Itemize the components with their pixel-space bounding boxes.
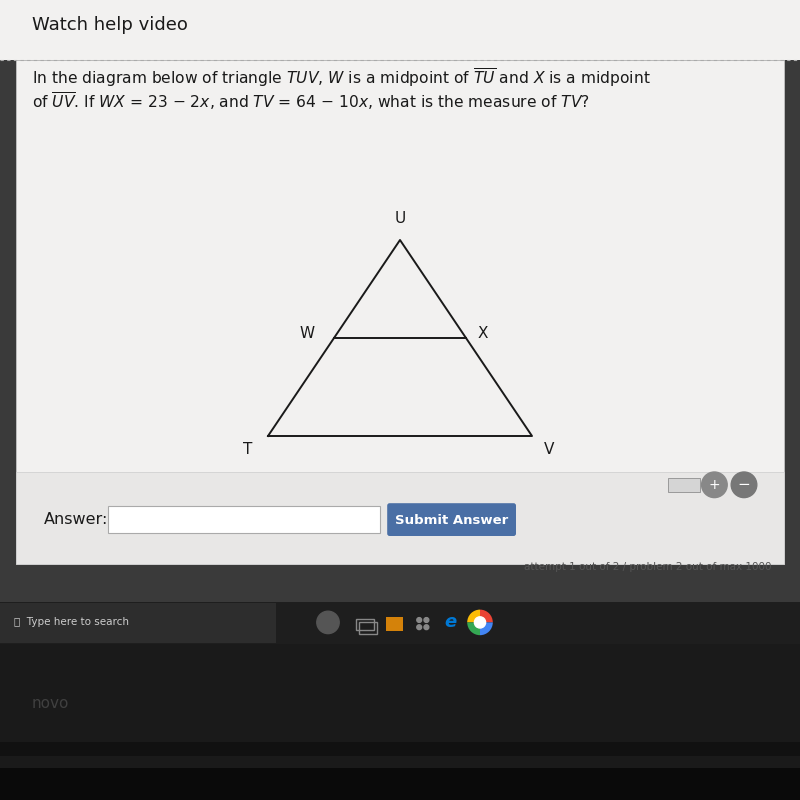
- FancyBboxPatch shape: [108, 506, 380, 533]
- FancyBboxPatch shape: [0, 742, 800, 756]
- Text: e: e: [444, 614, 457, 631]
- Text: of $\overline{\it{UV}}$. If $\it{WX}$ = 23 $-$ 2$\it{x}$, and $\it{TV}$ = 64 $-$: of $\overline{\it{UV}}$. If $\it{WX}$ = …: [32, 90, 590, 112]
- FancyBboxPatch shape: [0, 768, 800, 800]
- FancyBboxPatch shape: [0, 602, 800, 644]
- Text: Submit Answer: Submit Answer: [395, 514, 509, 526]
- Wedge shape: [480, 622, 493, 635]
- Circle shape: [731, 472, 757, 498]
- Circle shape: [317, 611, 339, 634]
- Text: V: V: [544, 442, 554, 458]
- Text: attempt 1 out of 2 / problem 2 out of max 1000: attempt 1 out of 2 / problem 2 out of ma…: [525, 562, 772, 571]
- Text: Answer:: Answer:: [44, 513, 108, 527]
- Wedge shape: [467, 622, 480, 635]
- FancyBboxPatch shape: [386, 617, 403, 631]
- Text: novo: novo: [32, 697, 70, 711]
- Text: U: U: [394, 210, 406, 226]
- FancyBboxPatch shape: [387, 503, 516, 536]
- Text: In the diagram below of triangle $\it{TUV}$, $\it{W}$ is a midpoint of $\overlin: In the diagram below of triangle $\it{TU…: [32, 66, 650, 90]
- Circle shape: [702, 472, 727, 498]
- Wedge shape: [480, 610, 493, 622]
- FancyBboxPatch shape: [0, 603, 276, 643]
- Circle shape: [424, 618, 429, 622]
- Circle shape: [417, 625, 422, 630]
- FancyBboxPatch shape: [0, 644, 800, 800]
- Wedge shape: [467, 610, 480, 622]
- FancyBboxPatch shape: [668, 478, 700, 492]
- Text: Watch help video: Watch help video: [32, 16, 188, 34]
- Text: +: +: [709, 478, 720, 492]
- Circle shape: [474, 617, 486, 628]
- Text: T: T: [242, 442, 252, 458]
- FancyBboxPatch shape: [0, 0, 800, 60]
- Text: X: X: [478, 326, 488, 341]
- Text: W: W: [299, 326, 314, 341]
- FancyBboxPatch shape: [16, 472, 784, 564]
- FancyBboxPatch shape: [16, 60, 784, 564]
- Text: 🔍  Type here to search: 🔍 Type here to search: [14, 618, 130, 627]
- Text: −: −: [738, 478, 750, 492]
- Circle shape: [424, 625, 429, 630]
- Circle shape: [417, 618, 422, 622]
